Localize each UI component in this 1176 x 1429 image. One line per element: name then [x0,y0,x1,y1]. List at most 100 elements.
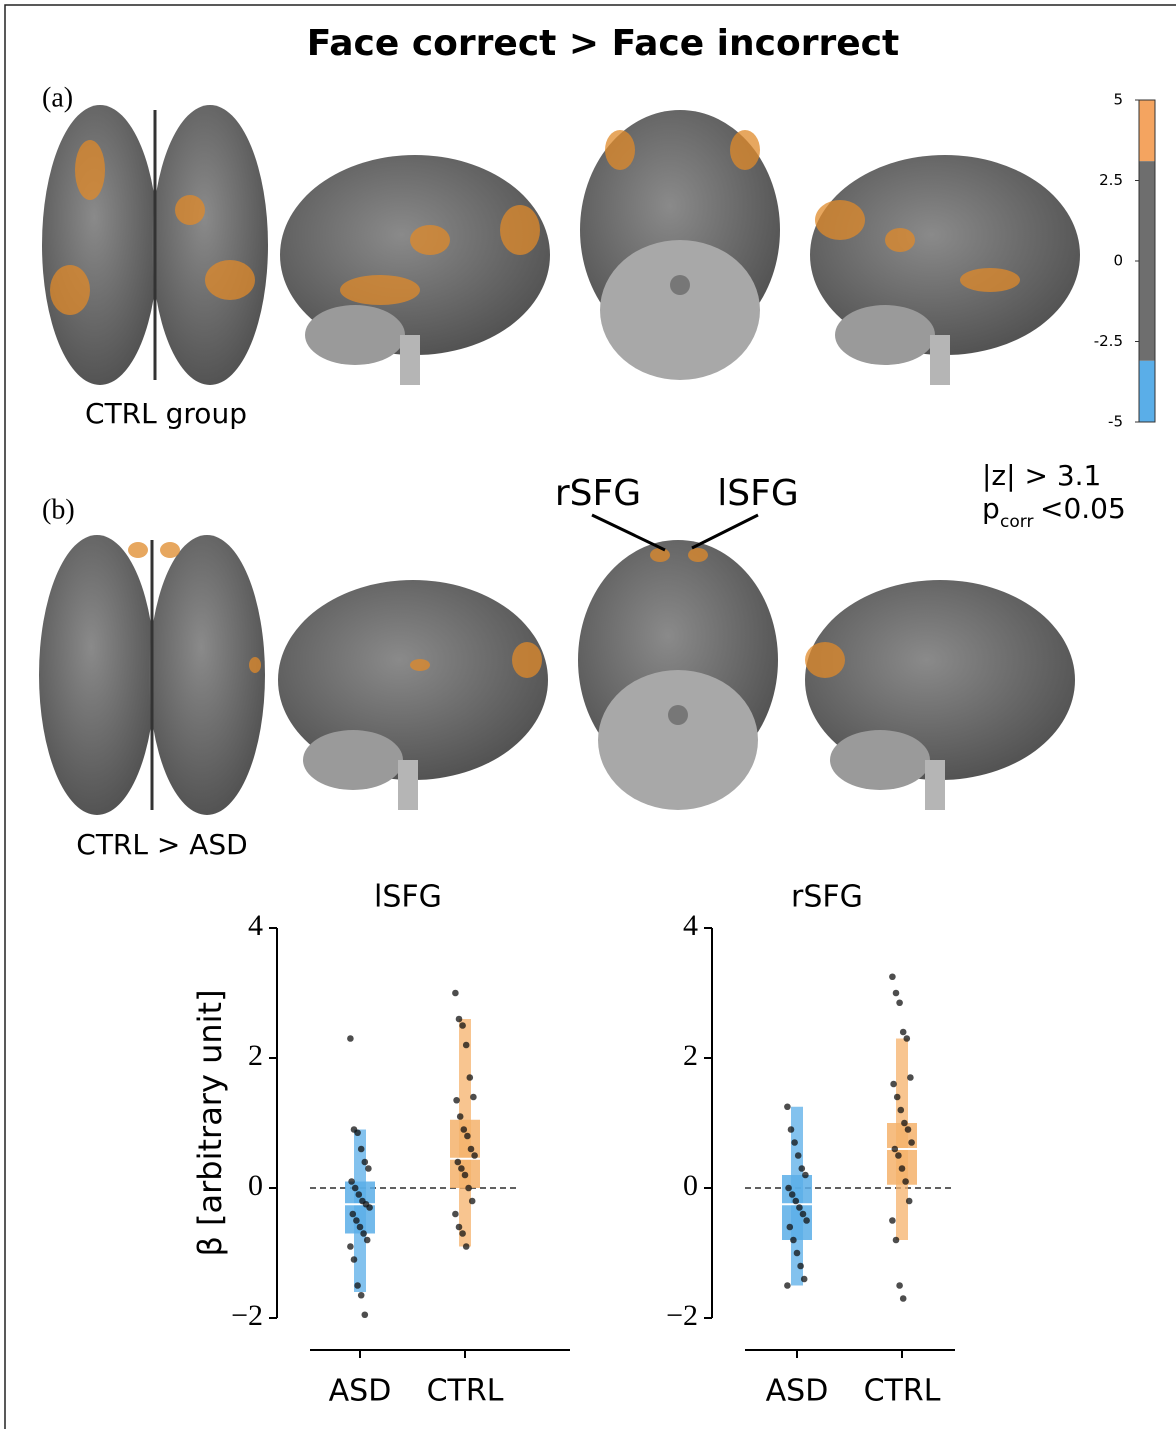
data-point [459,1022,466,1029]
data-point [784,1103,791,1110]
data-point [456,1224,463,1231]
panel-caption: CTRL > ASD [76,828,247,861]
data-point [900,1295,907,1302]
data-point [904,1035,911,1042]
colorbar-neutral [1139,161,1155,361]
colorbar-tick-label: 0 [1113,252,1123,270]
data-point [354,1129,361,1136]
threshold-p: p [982,492,1000,525]
data-point [347,1035,354,1042]
data-point [352,1185,359,1192]
figure: Face correct > Face incorrect (a) (b) CT… [0,0,1176,1429]
annotation: rSFG [555,473,641,514]
y-tick-label: 4 [683,909,698,942]
data-point [902,1178,909,1185]
data-point [459,1230,466,1237]
data-point [470,1094,477,1101]
data-point [348,1178,355,1185]
y-tick-label: 2 [248,1039,263,1072]
data-point [894,1094,901,1101]
colorbar-positive [1139,100,1155,161]
data-point [889,1217,896,1224]
data-point [358,1292,365,1299]
threshold-p-value: <0.05 [1040,492,1126,525]
annotation-line [592,515,665,550]
panel-label: (a) [42,82,73,113]
data-point [468,1146,475,1153]
data-point [461,1126,468,1133]
data-point [800,1211,807,1218]
data-point [467,1074,474,1081]
box [887,1123,917,1185]
x-tick-label: ASD [766,1374,829,1409]
data-point [458,1165,465,1172]
data-point [471,1152,478,1159]
data-point [356,1191,363,1198]
colorbar-tick-label: 5 [1113,91,1123,109]
data-point [900,1029,907,1036]
data-point [801,1276,808,1283]
data-point [469,1198,476,1205]
x-tick-label: CTRL [427,1374,504,1409]
data-point [362,1311,369,1318]
data-point [350,1211,357,1218]
data-point [357,1224,364,1231]
y-tick-label: −2 [231,1299,263,1332]
data-point [799,1165,806,1172]
data-point [453,1097,460,1104]
y-tick-label: −2 [666,1299,698,1332]
data-point [787,1224,794,1231]
x-tick-label: ASD [329,1374,392,1409]
threshold-p-sub: corr [1000,512,1033,532]
data-point [908,1139,915,1146]
data-point [366,1204,373,1211]
data-point [895,1152,902,1159]
data-point [907,1074,914,1081]
annotation: lSFG [717,473,798,514]
data-point [347,1243,354,1250]
brain-row-a [42,105,1080,385]
y-tick-label: 2 [683,1039,698,1072]
data-point [463,1243,470,1250]
data-point [797,1263,804,1270]
data-point [358,1146,365,1153]
data-point [906,1198,913,1205]
data-point [365,1165,372,1172]
data-point [360,1230,367,1237]
y-tick-label: 0 [683,1169,698,1202]
data-point [795,1152,802,1159]
colorbar-tick-label: 2.5 [1099,171,1123,189]
data-point [896,999,903,1006]
data-point [464,1133,471,1140]
data-point [791,1139,798,1146]
data-point [901,1120,908,1127]
data-point [898,1107,905,1114]
data-point [784,1282,791,1289]
panel-caption: CTRL group [85,397,247,430]
data-point [890,1081,897,1088]
data-point [796,1204,803,1211]
data-point [452,990,459,997]
figure-title: Face correct > Face incorrect [307,23,899,64]
data-point [789,1191,796,1198]
data-point [785,1185,792,1192]
data-point [802,1172,809,1179]
threshold-z: |z| > 3.1 [982,459,1101,492]
colorbar: 52.50-2.5-5 [1094,91,1155,431]
data-point [465,1185,472,1192]
data-point [353,1217,360,1224]
data-point [463,1042,470,1049]
data-point [905,1126,912,1133]
x-tick-label: CTRL [864,1374,941,1409]
y-axis-label: β [arbitrary unit] [191,989,229,1256]
data-point [362,1159,369,1166]
data-point [892,1146,899,1153]
data-point [452,1211,459,1218]
data-point [896,1282,903,1289]
data-point [455,1159,462,1166]
y-tick-label: 0 [248,1169,263,1202]
annotation-line [692,515,758,548]
data-point [803,1217,810,1224]
data-point [794,1250,801,1257]
data-point [788,1126,795,1133]
